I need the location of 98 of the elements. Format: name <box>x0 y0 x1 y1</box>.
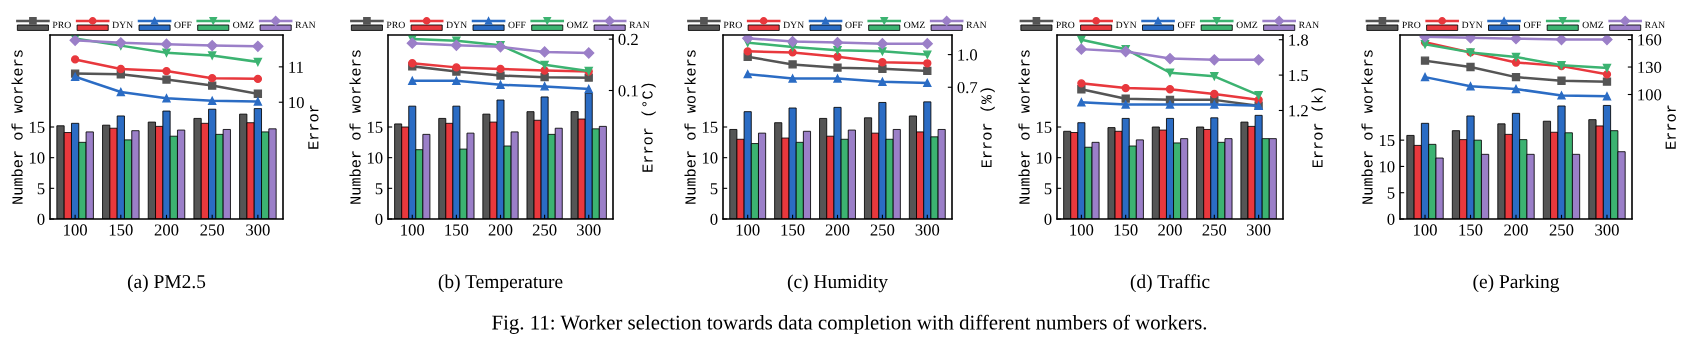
legend-label: OMZ <box>1236 21 1258 29</box>
legend-label: PRO <box>386 21 405 29</box>
y2-tick-label: 1.5 <box>1289 69 1309 82</box>
legend-label: OFF <box>845 21 863 29</box>
y2-tick-label: 1.8 <box>1289 34 1309 46</box>
y-tick-label: 10 <box>367 152 383 164</box>
text: (d) Traffic <box>1130 274 1210 293</box>
x-tick-label: 150 <box>1114 224 1138 236</box>
legend-label: OMZ <box>233 21 254 29</box>
y-axis-title: Number of workers <box>1018 50 1030 204</box>
y2-tick-label: 130 <box>1638 61 1662 73</box>
y2-tick-label: 160 <box>1638 34 1662 46</box>
legend-label: PRO <box>723 21 742 29</box>
legend-label: OFF <box>174 21 192 29</box>
legend-label: OMZ <box>904 21 925 29</box>
x-tick-label: 200 <box>1158 224 1182 236</box>
y-axis-title: Number of workers <box>349 50 361 204</box>
x-tick-label: 300 <box>1595 224 1619 236</box>
y2-tick-label: 0.1 <box>618 85 638 97</box>
x-tick-label: 300 <box>577 224 601 236</box>
y-tick-label: 5 <box>1044 183 1052 195</box>
legend-label: RAN <box>629 21 650 29</box>
y2-tick-label: 11 <box>289 61 303 73</box>
y2-axis-title: Error (k) <box>1311 88 1326 168</box>
y-tick-label: 0 <box>1044 213 1052 225</box>
y-tick-label: 10 <box>29 152 45 164</box>
y-tick-label: 10 <box>1036 152 1052 164</box>
y2-tick-label: 1.0 <box>958 49 978 61</box>
legend-label: PRO <box>1056 21 1075 29</box>
legend-label: OFF <box>508 21 526 29</box>
y-tick-label: 5 <box>710 183 718 195</box>
y2-axis-title: Error <box>1665 105 1676 149</box>
x-tick-label: 250 <box>1202 224 1227 236</box>
y-axis-title: Number of workers <box>684 50 696 204</box>
x-tick-label: 150 <box>445 224 469 236</box>
legend-label: DYN <box>1115 21 1137 29</box>
caption: Fig. 11: Worker selection towards data completion with different numbers of workers. <box>492 314 1207 334</box>
y-tick-label: 0 <box>37 213 45 225</box>
x-tick-label: 300 <box>1246 224 1271 236</box>
y-tick-label: 0 <box>710 213 718 225</box>
x-tick-label: 200 <box>488 224 513 236</box>
legend-label: PRO <box>1402 21 1421 29</box>
y-tick-label: 15 <box>367 121 383 133</box>
x-tick-label: 300 <box>915 224 940 236</box>
y-tick-label: 15 <box>1036 121 1052 133</box>
legend-label: DYN <box>1461 21 1483 29</box>
x-tick-label: 150 <box>781 224 805 236</box>
x-tick-label: 150 <box>1459 224 1483 236</box>
x-tick-label: 150 <box>109 224 133 236</box>
x-tick-label: 100 <box>736 224 760 236</box>
x-tick-label: 100 <box>1413 224 1437 236</box>
text: (b) Temperature <box>438 274 563 293</box>
y2-tick-label: 0.7 <box>957 81 978 94</box>
y-tick-label: 5 <box>1387 187 1395 199</box>
x-tick-label: 100 <box>64 224 87 236</box>
y-tick-label: 0 <box>1387 213 1395 225</box>
legend-label: PRO <box>52 21 71 29</box>
y-tick-label: 15 <box>29 121 45 133</box>
legend-label: RAN <box>295 21 316 29</box>
x-tick-label: 100 <box>1070 224 1094 236</box>
y-tick-label: 5 <box>375 183 383 195</box>
x-tick-label: 250 <box>532 224 557 236</box>
y-tick-label: 15 <box>1379 134 1395 147</box>
x-tick-label: 300 <box>246 224 270 236</box>
y-tick-label: 15 <box>702 121 718 133</box>
x-tick-label: 250 <box>1549 224 1574 236</box>
legend-label: OMZ <box>1582 21 1604 29</box>
legend-label: RAN <box>1644 21 1665 29</box>
x-tick-label: 250 <box>200 224 225 236</box>
legend-label: DYN <box>446 21 467 29</box>
x-tick-label: 200 <box>1504 224 1528 236</box>
y-tick-label: 10 <box>702 152 718 164</box>
legend-label: DYN <box>112 21 133 29</box>
legend-label: RAN <box>1298 21 1319 29</box>
y2-tick-label: 10 <box>289 96 304 109</box>
text: (c) Humidity <box>787 274 888 293</box>
y2-tick-label: 1.2 <box>1289 105 1308 117</box>
y-tick-label: 10 <box>1379 161 1395 173</box>
y-axis-title: Number of workers <box>11 50 23 204</box>
y2-axis-title: Error <box>308 105 319 149</box>
legend-label: OMZ <box>567 21 588 29</box>
y2-tick-label: 0.2 <box>618 33 638 46</box>
y2-tick-label: 100 <box>1638 89 1662 101</box>
x-tick-label: 250 <box>870 224 895 236</box>
y-tick-label: 0 <box>375 213 383 225</box>
x-tick-label: 200 <box>154 224 179 236</box>
y2-axis-title: Error (°C) <box>641 83 656 172</box>
x-tick-label: 100 <box>401 224 425 236</box>
text: (a) PM2.5 <box>127 274 206 293</box>
legend-label: DYN <box>783 21 804 29</box>
legend-label: OFF <box>1177 21 1195 29</box>
legend-label: RAN <box>966 21 987 29</box>
y2-axis-title: Error (%) <box>980 88 995 168</box>
x-tick-label: 200 <box>825 224 850 236</box>
legend-label: OFF <box>1523 21 1541 29</box>
text: (e) Parking <box>1473 274 1560 293</box>
y-tick-label: 5 <box>37 183 45 195</box>
y-axis-title: Number of workers <box>1361 50 1373 204</box>
